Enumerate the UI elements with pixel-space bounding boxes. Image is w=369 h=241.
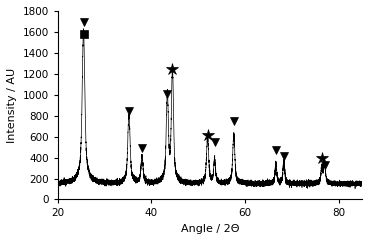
Y-axis label: Intensity / AU: Intensity / AU xyxy=(7,68,17,143)
X-axis label: Angle / 2Θ: Angle / 2Θ xyxy=(181,224,239,234)
